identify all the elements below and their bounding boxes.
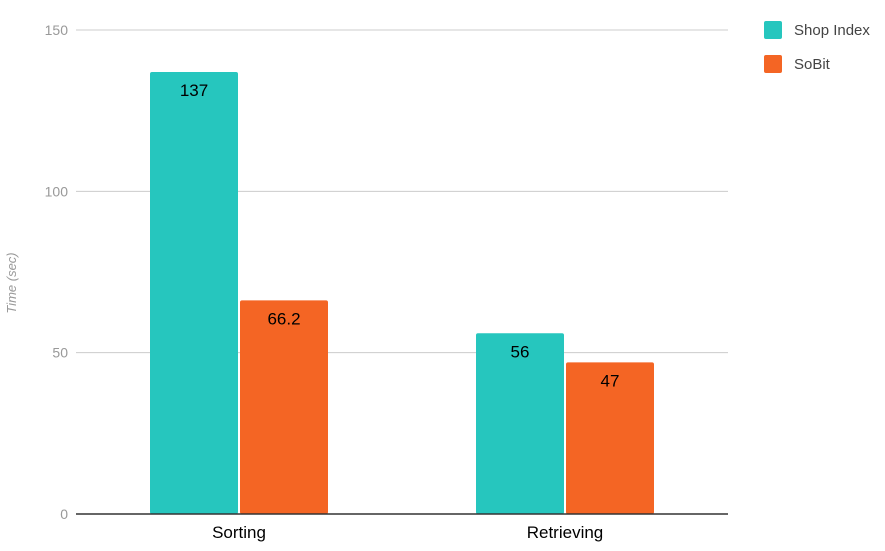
data-label: 137 [180,81,208,100]
bar-shop-index-retrieving [476,333,564,514]
y-axis-label: Time (sec) [4,252,19,313]
y-tick-label: 50 [52,345,68,361]
bar-sobit-retrieving [566,362,654,514]
y-tick-label: 100 [45,183,69,199]
legend-label: Shop Index [794,22,870,39]
bars [150,71,654,515]
legend-swatch [764,55,782,73]
y-tick-label: 150 [45,22,69,38]
bar-sobit-sorting [240,300,328,514]
data-label: 66.2 [267,309,300,328]
data-labels: 137 66.2 56 47 [180,81,620,390]
legend-label: SoBit [794,56,831,73]
legend: Shop Index SoBit [764,21,870,73]
legend-swatch [764,21,782,39]
x-category-label: Retrieving [527,523,604,542]
data-label: 56 [511,342,530,361]
y-axis-ticks: 0 50 100 150 [45,22,69,522]
x-axis-categories: Sorting Retrieving [212,523,603,542]
y-tick-label: 0 [60,506,68,522]
data-label: 47 [601,371,620,390]
x-category-label: Sorting [212,523,266,542]
bar-shop-index-sorting [150,71,238,515]
